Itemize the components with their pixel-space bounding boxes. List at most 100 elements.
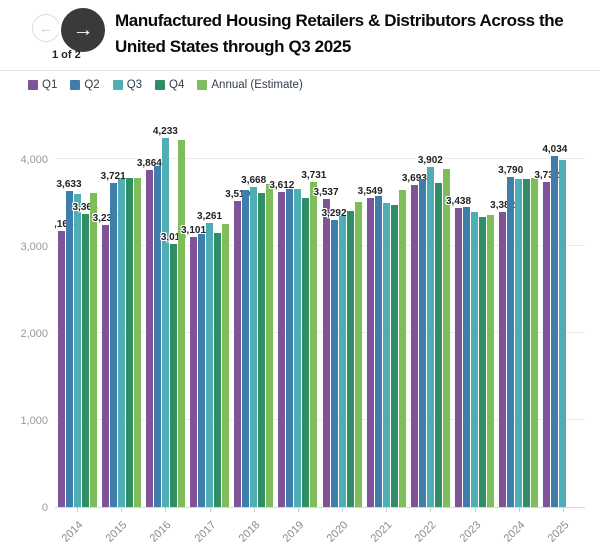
x-axis: 2014 2015 2016 2017 2018 2019 2020 2021 2022 2023… — [55, 508, 585, 552]
x-label-2017: 2017 — [192, 519, 219, 545]
bar-2025-q2[interactable]: 4,034 — [542, 144, 567, 507]
bar-2015-q1[interactable]: 3,237 — [93, 213, 118, 507]
bar-2014-q3[interactable] — [73, 194, 81, 507]
gridline — [55, 244, 585, 246]
bar-2025-q3[interactable] — [559, 159, 567, 507]
bar-2020-q1[interactable]: 3,537 — [313, 187, 339, 507]
bar-2020-annual-estimate-[interactable] — [354, 201, 362, 507]
bar-value-label: 3,510 — [225, 189, 251, 201]
bar-2019-q4[interactable] — [302, 198, 310, 507]
gridline — [55, 331, 585, 333]
bar-2021-q3[interactable] — [382, 202, 390, 507]
page-title: Manufactured Housing Retailers & Distrib… — [115, 11, 564, 56]
bar-2018-annual-estimate-[interactable] — [266, 184, 274, 507]
bar-2024-q3[interactable] — [515, 179, 523, 507]
legend-swatch — [155, 80, 166, 90]
bar-2023-annual-estimate-[interactable] — [487, 214, 494, 507]
bar-2022-q4[interactable] — [434, 182, 442, 507]
legend-item-label: Q1 — [42, 79, 58, 91]
bar-value-label: 3,902 — [417, 155, 443, 167]
bar-2014-q4[interactable]: 3,364 — [72, 202, 98, 507]
bar-2016-q2[interactable] — [153, 165, 161, 507]
bar-2017-q2[interactable] — [198, 233, 205, 507]
bar-2022-annual-estimate-[interactable] — [442, 168, 450, 507]
x-tick — [77, 508, 79, 512]
bar-2015-q3[interactable] — [117, 179, 125, 507]
bar-2023-q1[interactable]: 3,438 — [446, 196, 471, 507]
bar-value-label: 3,668 — [241, 175, 267, 187]
legend-swatch — [70, 80, 81, 90]
bar-group-2019: 3,612 3,731 — [269, 115, 326, 507]
bar-2021-q1[interactable]: 3,549 — [358, 186, 383, 507]
bar-value-label: 3,731 — [301, 170, 327, 181]
header-divider — [0, 70, 600, 71]
bar-2017-q3[interactable]: 3,261 — [197, 211, 222, 507]
legend-swatch — [28, 80, 38, 90]
x-label-2016: 2016 — [148, 519, 174, 545]
bar-2015-annual-estimate-[interactable] — [133, 177, 141, 507]
bar-value-label: 4,034 — [542, 143, 568, 155]
bar-2022-q2[interactable] — [418, 178, 426, 507]
bar-2021-annual-estimate-[interactable] — [398, 189, 406, 507]
x-label-2020: 2020 — [324, 519, 351, 545]
bar-2024-q1[interactable]: 3,382 — [490, 200, 515, 507]
y-tick-label: 4,000 — [20, 153, 48, 166]
bar-2021-q4[interactable] — [390, 205, 398, 507]
bar-2017-q4[interactable] — [214, 233, 221, 507]
bar-2025-q1[interactable]: 3,732 — [534, 170, 559, 507]
legend-item-q3: Q3 — [112, 79, 142, 91]
bar-2015-q4[interactable] — [125, 178, 133, 507]
pagination-label: 1 of 2 — [52, 49, 81, 61]
bar-2023-q3[interactable] — [471, 211, 478, 507]
bar-group-2014: 3,165 3,633 3,364 — [55, 115, 99, 507]
next-button[interactable]: → — [58, 5, 108, 55]
bar-2018-q3[interactable]: 3,668 — [241, 175, 266, 507]
chart-legend: Q1 Q2 Q3 Q4 Annual (Estimate) — [28, 79, 303, 91]
x-label-2015: 2015 — [103, 519, 130, 545]
bar-2022-q3[interactable]: 3,902 — [418, 155, 443, 507]
bar-2014-q2[interactable]: 3,633 — [56, 179, 82, 507]
gridline — [55, 418, 585, 420]
bar-2014-annual-estimate-[interactable] — [89, 192, 97, 507]
bar-value-label: 3,693 — [401, 173, 427, 185]
bar-2020-q4[interactable] — [346, 211, 354, 507]
y-tick-label: 3,000 — [20, 240, 48, 253]
bar-2019-q2[interactable] — [286, 188, 294, 507]
bar-value-label: 3,537 — [313, 186, 339, 198]
bar-2022-q1[interactable]: 3,693 — [402, 173, 427, 507]
gridline — [55, 157, 585, 159]
previous-button[interactable]: ← — [32, 14, 60, 42]
bar-2016-q1[interactable]: 3,864 — [137, 158, 162, 507]
bar-2018-q2[interactable] — [242, 189, 250, 507]
bar-2016-annual-estimate-[interactable] — [177, 140, 185, 507]
bar-value-label: 3,438 — [445, 195, 472, 207]
bar-value-label: 3,633 — [56, 178, 82, 190]
bar-value-label: 3,101 — [180, 224, 207, 236]
bar-2016-q4[interactable]: 3,019 — [161, 232, 186, 507]
bar-2019-q3[interactable] — [294, 189, 302, 507]
bar-2015-q2[interactable]: 3,721 — [101, 171, 126, 507]
bar-2016-q3[interactable]: 4,233 — [153, 126, 178, 507]
bar-2020-q3[interactable] — [338, 215, 346, 507]
x-tick — [253, 508, 255, 512]
bar-2019-q1[interactable]: 3,612 — [269, 180, 294, 507]
bar-2024-annual-estimate-[interactable] — [531, 178, 539, 507]
bar-2020-q2[interactable]: 3,292 — [321, 208, 347, 507]
bar-2014-q1[interactable]: 3,165 — [55, 219, 74, 507]
x-label-2022: 2022 — [413, 519, 439, 545]
bar-2024-q2[interactable]: 3,790 — [498, 165, 523, 507]
bar-value-label: 3,549 — [357, 185, 383, 197]
bar-2018-q4[interactable] — [258, 192, 266, 507]
bar-2017-q1[interactable]: 3,101 — [181, 225, 206, 507]
bar-2018-q1[interactable]: 3,510 — [225, 189, 250, 507]
bar-2019-annual-estimate-[interactable]: 3,731 — [301, 170, 326, 507]
legend-item-q4: Q4 — [155, 79, 184, 91]
bar-2021-q2[interactable] — [374, 195, 382, 507]
y-axis: 0 1,000 2,000 3,000 4,000 — [0, 115, 48, 514]
bar-2017-annual-estimate-[interactable] — [222, 224, 229, 507]
bar-2023-q2[interactable] — [463, 206, 470, 507]
bar-2023-q4[interactable] — [479, 216, 486, 507]
bar-2024-q4[interactable] — [523, 178, 531, 507]
